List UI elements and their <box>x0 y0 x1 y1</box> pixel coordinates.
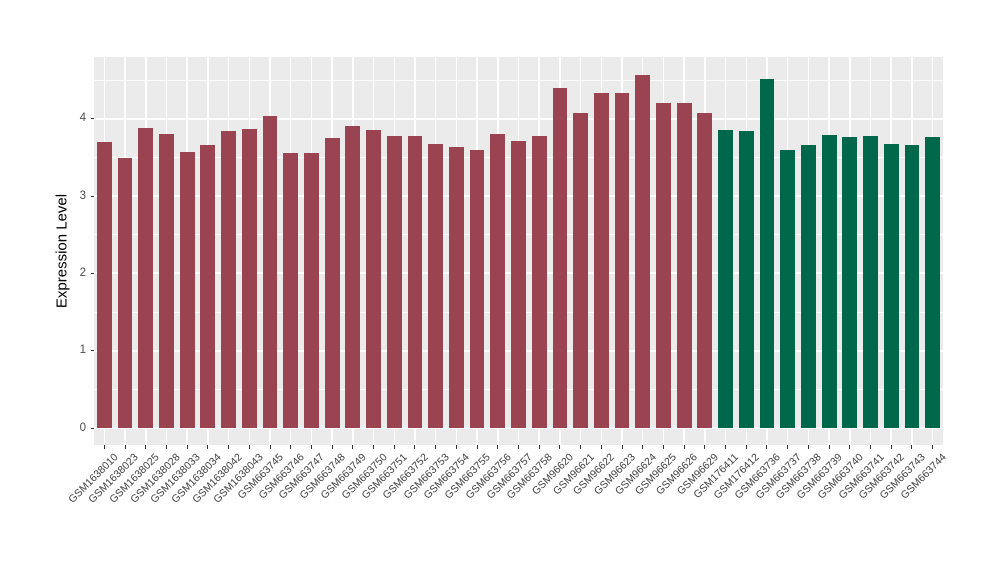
x-axis-tick <box>600 445 602 449</box>
bar-GSM663742 <box>883 143 899 428</box>
x-axis-tick <box>145 445 147 449</box>
bar-GSM96626 <box>676 102 692 428</box>
y-tick-label: 1 <box>79 344 86 357</box>
x-axis-tick <box>828 445 830 449</box>
x-axis-tick <box>725 445 727 449</box>
x-axis-tick <box>393 445 395 449</box>
bar-GSM663745 <box>262 116 278 428</box>
y-tick-label: 4 <box>79 112 86 125</box>
y-axis-tick <box>90 427 94 429</box>
y-axis-tick <box>90 195 94 197</box>
x-axis-tick <box>228 445 230 449</box>
bar-GSM663752 <box>407 135 423 428</box>
bar-GSM663758 <box>531 135 547 428</box>
bar-GSM663755 <box>469 149 485 428</box>
bar-GSM663737 <box>780 149 796 428</box>
x-axis-tick <box>662 445 664 449</box>
bar-GSM96622 <box>593 93 609 428</box>
x-axis-tick <box>518 445 519 449</box>
bar-GSM1638033 <box>179 152 195 428</box>
bar-GSM663746 <box>283 152 299 428</box>
y-tick-label: 2 <box>79 266 86 279</box>
x-axis-tick <box>310 445 312 449</box>
bar-GSM1638023 <box>117 158 133 428</box>
bar-GSM663749 <box>345 125 361 428</box>
bar-GSM1638025 <box>138 128 154 428</box>
x-axis-tick <box>331 445 333 449</box>
bar-GSM176412 <box>738 131 754 428</box>
bar-GSM663740 <box>842 137 858 428</box>
bar-GSM96629 <box>697 112 713 428</box>
x-axis-tick <box>766 445 768 449</box>
x-axis-tick <box>248 445 250 449</box>
x-axis-tick <box>435 445 437 449</box>
y-axis-title-text: Expression Level <box>53 193 71 309</box>
bar-GSM663739 <box>821 135 837 428</box>
bar-GSM1638034 <box>200 145 216 428</box>
x-axis-tick <box>683 445 685 449</box>
bar-GSM96623 <box>614 93 630 428</box>
x-axis-tick <box>642 445 644 449</box>
bar-GSM663736 <box>759 78 775 428</box>
x-axis-tick <box>186 445 188 449</box>
y-axis-tick <box>90 272 94 274</box>
bar-GSM663738 <box>801 145 816 428</box>
x-axis-tick <box>497 445 499 449</box>
bar-GSM663750 <box>366 130 381 428</box>
bar-GSM1638028 <box>159 134 174 428</box>
bar-GSM96621 <box>573 113 589 428</box>
y-tick-label: 3 <box>79 189 86 202</box>
x-axis-tick <box>911 445 913 449</box>
x-axis-tick <box>559 445 561 449</box>
y-axis-tick <box>90 350 94 352</box>
x-axis-tick <box>890 445 892 449</box>
x-axis-tick <box>745 445 747 449</box>
x-axis-tick <box>870 445 872 449</box>
bar-GSM96625 <box>656 102 671 428</box>
plot-panel <box>94 57 943 445</box>
x-axis-tick <box>207 445 209 449</box>
x-axis-tick <box>455 445 457 449</box>
bar-GSM96624 <box>635 74 651 428</box>
x-axis-tick <box>787 445 789 449</box>
x-axis-tick <box>538 445 540 449</box>
bar-GSM663754 <box>448 146 464 428</box>
y-tick-label: 0 <box>79 421 86 434</box>
x-axis-tick <box>124 445 126 449</box>
bar-GSM663741 <box>863 135 878 428</box>
x-axis-tick <box>932 445 934 449</box>
bar-GSM663747 <box>304 152 319 428</box>
x-axis-tick <box>290 445 292 449</box>
x-axis-tick <box>807 445 809 449</box>
bar-GSM663753 <box>428 144 444 428</box>
x-axis-tick <box>414 445 416 449</box>
bar-GSM663751 <box>386 135 402 428</box>
x-axis-tick <box>704 445 706 449</box>
bar-GSM176411 <box>718 129 733 428</box>
x-axis-tick <box>476 445 478 449</box>
x-axis-tick <box>165 445 167 449</box>
x-axis-tick <box>103 445 105 449</box>
x-axis-tick <box>352 445 354 449</box>
bar-GSM663756 <box>490 134 506 428</box>
bar-GSM1638042 <box>221 131 236 428</box>
x-axis-tick <box>621 445 623 449</box>
bar-GSM663757 <box>511 141 526 428</box>
bar-GSM96620 <box>552 87 568 428</box>
bar-GSM663743 <box>904 145 920 428</box>
bar-GSM663748 <box>324 138 340 428</box>
bar-GSM663744 <box>925 136 941 428</box>
x-axis-tick <box>269 445 271 449</box>
x-axis-tick <box>373 445 375 449</box>
x-axis-tick <box>849 445 851 449</box>
bar-GSM1638010 <box>96 142 112 428</box>
bar-GSM1638043 <box>241 128 257 428</box>
x-axis-tick <box>580 445 582 449</box>
y-axis-tick <box>90 118 94 120</box>
